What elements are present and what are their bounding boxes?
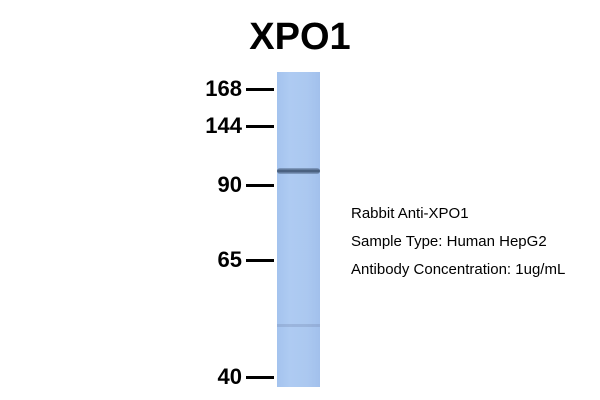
blot-lane (277, 72, 320, 387)
marker-tick (246, 125, 274, 128)
marker-40: 40 (190, 365, 274, 389)
marker-tick (246, 184, 274, 187)
antibody-label: Rabbit Anti-XPO1 (351, 205, 469, 222)
marker-label: 168 (205, 76, 242, 101)
sample-type-label: Sample Type: Human HepG2 (351, 233, 547, 250)
marker-tick (246, 259, 274, 262)
concentration-label: Antibody Concentration: 1ug/mL (351, 261, 566, 278)
marker-144: 144 (190, 114, 274, 138)
marker-tick (246, 376, 274, 379)
marker-label: 65 (217, 247, 242, 272)
marker-90: 90 (190, 173, 274, 197)
marker-label: 90 (217, 172, 242, 197)
marker-168: 168 (190, 77, 274, 101)
protein-band (277, 168, 320, 174)
marker-tick (246, 88, 274, 91)
blot-title: XPO1 (249, 16, 351, 58)
faint-band (277, 324, 320, 327)
marker-label: 40 (217, 364, 242, 389)
marker-label: 144 (205, 113, 242, 138)
marker-65: 65 (190, 248, 274, 272)
